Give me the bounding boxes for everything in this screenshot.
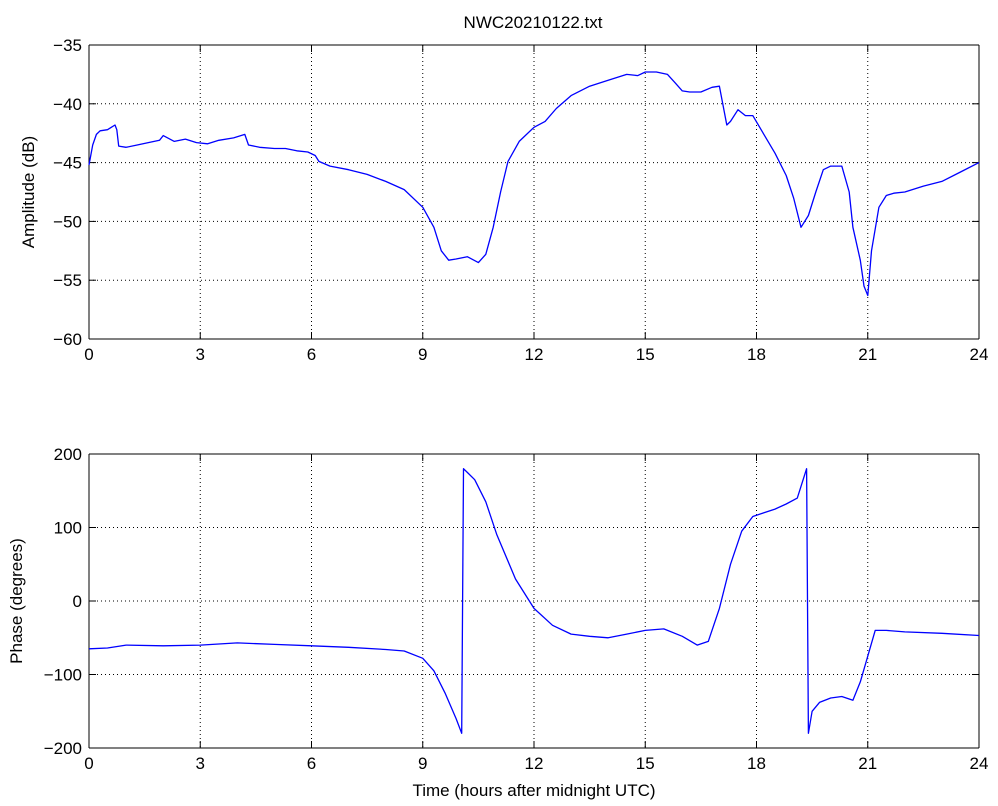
amplitude-ytick-label: −45	[53, 154, 82, 173]
amplitude-xtick-label: 24	[970, 345, 989, 364]
amplitude-series-line	[88, 71, 980, 297]
amplitude-series-group	[88, 71, 980, 297]
phase-xtick-label: 24	[970, 754, 989, 773]
phase-panel: 0 3 6 9 12 15 18 21 24 −200 −100 0 100 200 Phase (deg…	[7, 445, 988, 800]
amplitude-xtick-label: 15	[636, 345, 655, 364]
amplitude-xtick-label: 18	[747, 345, 766, 364]
phase-ticks: 0 3 6 9 12 15 18 21 24 −200 −100 0 100 200	[44, 445, 989, 773]
phase-xtick-label: 12	[525, 754, 544, 773]
amplitude-ytick-label: −55	[53, 271, 82, 290]
amplitude-grid	[89, 45, 979, 339]
phase-series-group	[88, 468, 980, 734]
phase-ytick-label: 0	[73, 592, 82, 611]
phase-ylabel: Phase (degrees)	[7, 538, 26, 664]
phase-ytick-label: −200	[44, 739, 82, 758]
phase-xlabel: Time (hours after midnight UTC)	[412, 781, 655, 800]
amplitude-ytick-label: −50	[53, 212, 82, 231]
amplitude-ytick-label: −40	[53, 95, 82, 114]
amplitude-ytick-label: −35	[53, 36, 82, 55]
amplitude-ticks: 0 3 6 9 12 15 18 21 24 −60 −55 −50 −45 −40 −35	[53, 36, 988, 364]
phase-xtick-label: 6	[307, 754, 316, 773]
phase-xtick-label: 15	[636, 754, 655, 773]
amplitude-panel: 0 3 6 9 12 15 18 21 24 −60 −55 −50 −45 −40 −35 Amplitu…	[19, 36, 988, 364]
amplitude-xtick-label: 9	[418, 345, 427, 364]
phase-series-line	[88, 468, 980, 734]
amplitude-ylabel: Amplitude (dB)	[19, 136, 38, 248]
phase-ytick-label: 100	[54, 519, 82, 538]
phase-xtick-label: 21	[858, 754, 877, 773]
amplitude-xtick-label: 0	[84, 345, 93, 364]
phase-xtick-label: 18	[747, 754, 766, 773]
amplitude-xtick-label: 6	[307, 345, 316, 364]
amplitude-ytick-label: −60	[53, 330, 82, 349]
phase-ytick-label: 200	[54, 445, 82, 464]
phase-ytick-label: −100	[44, 666, 82, 685]
phase-xtick-label: 9	[418, 754, 427, 773]
phase-xtick-label: 0	[84, 754, 93, 773]
phase-grid	[89, 454, 979, 748]
amplitude-xtick-label: 3	[196, 345, 205, 364]
amplitude-xtick-label: 12	[525, 345, 544, 364]
figure-title: NWC20210122.txt	[464, 13, 603, 32]
phase-xtick-label: 3	[196, 754, 205, 773]
amplitude-xtick-label: 21	[858, 345, 877, 364]
